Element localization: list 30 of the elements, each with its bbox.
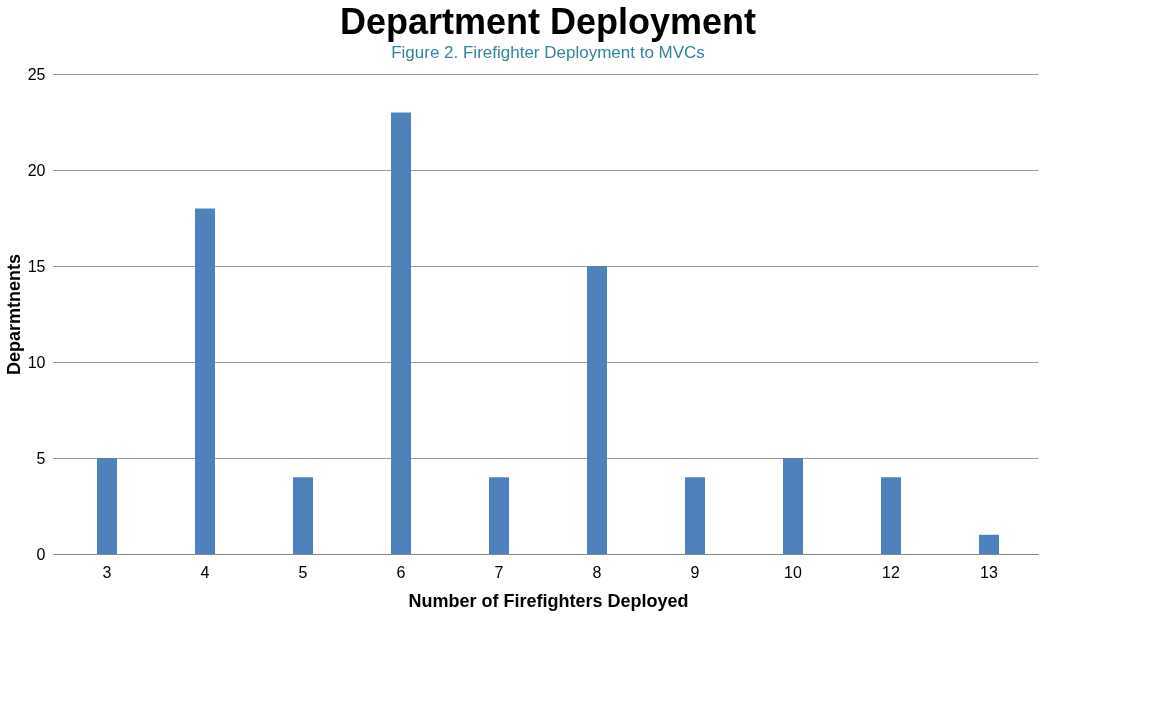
y-axis-title: Deparmtnents: [3, 253, 24, 376]
x-tick-label: 10: [784, 563, 802, 581]
bar: [293, 477, 313, 554]
bar: [97, 458, 117, 554]
bar: [979, 534, 999, 554]
x-tick-label: 7: [494, 563, 504, 581]
bar: [489, 477, 509, 554]
bar: [685, 477, 705, 554]
x-tick-label: 9: [690, 563, 700, 581]
y-tick-label: 15: [27, 257, 46, 275]
x-axis-title: Number of Firefighters Deployed: [408, 590, 689, 611]
x-tick-label: 5: [298, 563, 308, 581]
x-tick-label: 13: [980, 563, 998, 581]
x-tick-label: 6: [396, 563, 406, 581]
y-tick-label: 5: [36, 449, 46, 467]
y-tick-label: 0: [36, 545, 46, 563]
y-tick-label: 10: [27, 353, 46, 371]
chart-title: Department Deployment: [339, 1, 757, 42]
bar: [195, 208, 215, 554]
y-tick-label: 20: [27, 161, 46, 179]
bar: [881, 477, 901, 554]
bar: [587, 266, 607, 554]
x-tick-label: 4: [200, 563, 210, 581]
x-tick-label: 3: [102, 563, 112, 581]
bar: [783, 458, 803, 554]
y-tick-label: 25: [27, 65, 46, 83]
x-tick-label: 12: [882, 563, 900, 581]
x-tick-label: 8: [592, 563, 602, 581]
chart-subtitle: Figure 2. Firefighter Deployment to MVCs: [391, 43, 705, 62]
bar: [391, 112, 411, 554]
